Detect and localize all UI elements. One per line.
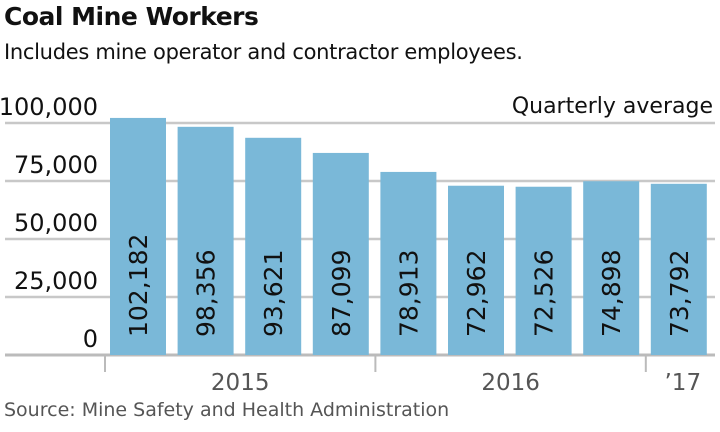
bar-data-label: 98,356 xyxy=(192,250,221,337)
bar xyxy=(110,117,166,355)
bar xyxy=(177,126,234,355)
y-tick-label: 75,000 xyxy=(14,151,98,179)
source-note: Source: Mine Safety and Health Administr… xyxy=(4,399,450,421)
chart-title: Coal Mine Workers xyxy=(4,2,259,31)
bar xyxy=(515,186,572,355)
bar xyxy=(583,181,640,355)
bar xyxy=(448,185,504,355)
y-tick-label: 0 xyxy=(83,325,98,353)
chart-subtitle: Includes mine operator and contractor em… xyxy=(4,40,523,64)
bar-data-label: 93,621 xyxy=(259,250,288,337)
bar xyxy=(312,152,369,355)
bar-data-label: 102,182 xyxy=(124,234,153,337)
bar-data-label: 78,913 xyxy=(394,250,423,337)
bar-data-label: 74,898 xyxy=(597,250,626,337)
bar-data-label: 87,099 xyxy=(327,250,356,337)
bar-data-label: 73,792 xyxy=(665,250,694,337)
bar xyxy=(380,171,437,355)
y-tick-label: 25,000 xyxy=(14,267,98,295)
y-tick-label: 50,000 xyxy=(14,209,98,237)
bar-data-label: 72,962 xyxy=(462,250,491,337)
y-tick-label: 100,000 xyxy=(0,93,98,121)
bar xyxy=(245,137,302,355)
x-group-label: ’17 xyxy=(665,370,702,396)
bar xyxy=(650,183,707,355)
annotation-quarterly-average: Quarterly average xyxy=(512,94,713,119)
x-group-label: 2015 xyxy=(211,370,270,396)
bar-data-label: 72,526 xyxy=(530,250,559,337)
x-group-label: 2016 xyxy=(481,370,540,396)
